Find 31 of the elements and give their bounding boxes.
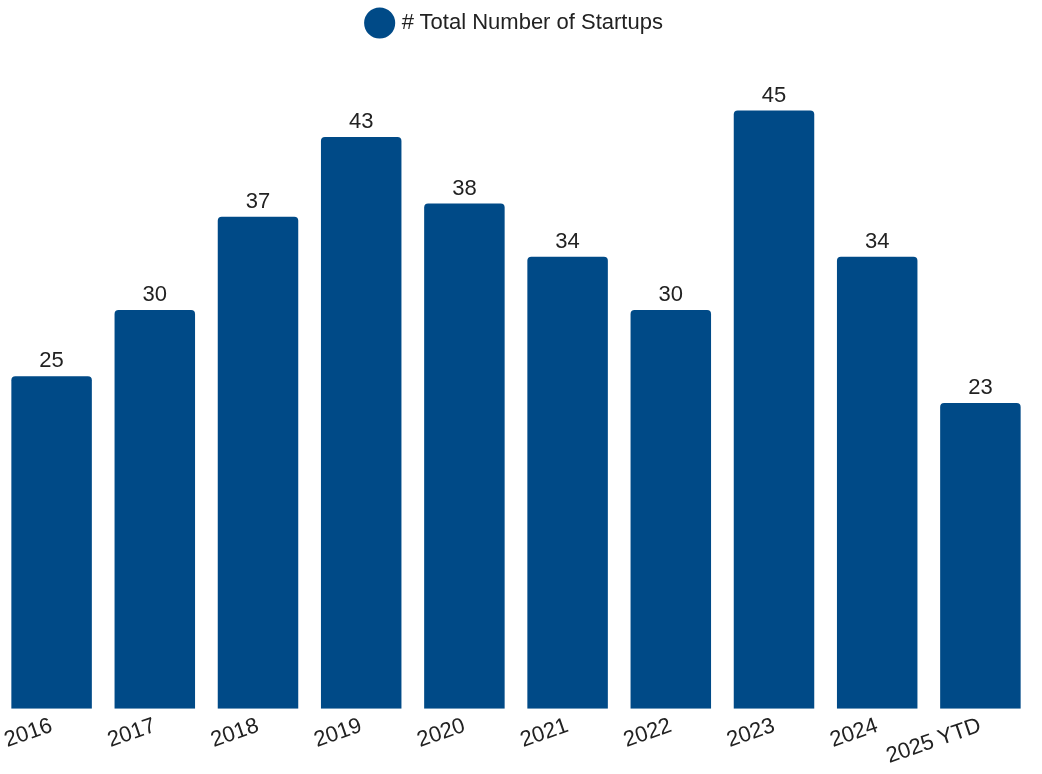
x-tick-label: 2019 — [310, 712, 365, 752]
data-label: 37 — [245, 187, 271, 213]
data-label: 45 — [761, 81, 787, 107]
x-tick-label: 2021 — [516, 712, 572, 752]
x-tick-label: 2022 — [619, 712, 675, 752]
data-label: 23 — [968, 374, 993, 400]
bar — [733, 110, 815, 709]
data-label: 43 — [348, 108, 374, 134]
bar — [11, 376, 92, 709]
x-tick-label: 2017 — [103, 712, 159, 752]
data-label: 38 — [452, 174, 477, 200]
bar — [836, 256, 918, 709]
data-label: 34 — [864, 227, 890, 253]
x-tick-label: 2020 — [413, 712, 469, 752]
data-label: 30 — [142, 280, 168, 306]
legend-label: # Total Number of Startups — [401, 9, 663, 35]
data-label: 34 — [555, 227, 580, 253]
bar — [630, 309, 712, 709]
x-tick-label: 2016 — [0, 712, 56, 752]
bar — [217, 216, 299, 709]
data-label: 30 — [658, 280, 684, 306]
data-label: 25 — [39, 347, 64, 373]
bar — [320, 137, 402, 709]
x-tick-label: 2025 YTD — [882, 712, 985, 768]
bar — [114, 309, 196, 709]
x-tick-label: 2023 — [723, 712, 778, 752]
bar — [424, 203, 505, 709]
x-tick-label: 2024 — [826, 712, 881, 752]
x-tick-label: 2018 — [207, 712, 262, 752]
bar — [940, 402, 1021, 709]
bar — [527, 256, 608, 709]
